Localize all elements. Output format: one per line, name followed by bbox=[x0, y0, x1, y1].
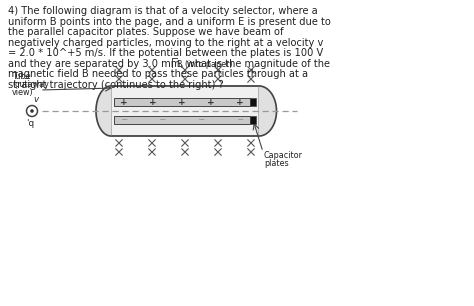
Text: —: — bbox=[237, 118, 243, 122]
Text: Capacitor: Capacitor bbox=[264, 151, 303, 160]
Text: Tube: Tube bbox=[12, 72, 31, 81]
Circle shape bbox=[30, 109, 34, 113]
Text: the parallel capacitor plates. Suppose we have beam of: the parallel capacitor plates. Suppose w… bbox=[8, 27, 283, 37]
Text: 4) The following diagram is that of a velocity selector, where a: 4) The following diagram is that of a ve… bbox=[8, 6, 318, 16]
Text: +: + bbox=[236, 98, 244, 106]
Text: +: + bbox=[120, 98, 128, 106]
Text: —: — bbox=[199, 118, 204, 122]
Text: 'q: 'q bbox=[26, 119, 34, 128]
Text: uniform B points into the page, and a uniform E is present due to: uniform B points into the page, and a un… bbox=[8, 17, 331, 27]
Text: (cutaway: (cutaway bbox=[12, 80, 49, 89]
Bar bbox=[250, 98, 256, 106]
Text: and they are separated by 3.0 mm, what is the magnitude of the: and they are separated by 3.0 mm, what i… bbox=[8, 58, 330, 69]
Text: = 2.0 * 10^+5 m/s. If the potential between the plates is 100 V: = 2.0 * 10^+5 m/s. If the potential betw… bbox=[8, 48, 323, 58]
Text: B (into paper): B (into paper) bbox=[177, 59, 233, 69]
Text: +: + bbox=[149, 98, 157, 106]
Text: plates: plates bbox=[264, 159, 289, 168]
Text: +: + bbox=[207, 98, 215, 106]
Text: view): view) bbox=[12, 88, 34, 97]
Circle shape bbox=[27, 106, 37, 117]
Polygon shape bbox=[259, 86, 276, 136]
Text: negatively charged particles, moving to the right at a velocity v: negatively charged particles, moving to … bbox=[8, 38, 323, 47]
Text: v: v bbox=[33, 95, 38, 104]
Bar bbox=[250, 116, 256, 124]
Text: straight trajectory (continues to the right) ?: straight trajectory (continues to the ri… bbox=[8, 80, 224, 89]
Polygon shape bbox=[96, 86, 111, 136]
Text: magnetic field B needed to pass these particles through at a: magnetic field B needed to pass these pa… bbox=[8, 69, 308, 79]
Text: +: + bbox=[178, 98, 186, 106]
Bar bbox=[111, 86, 259, 136]
Bar bbox=[114, 116, 250, 124]
Text: —: — bbox=[160, 118, 165, 122]
Text: —: — bbox=[121, 118, 127, 122]
Bar bbox=[114, 98, 250, 106]
